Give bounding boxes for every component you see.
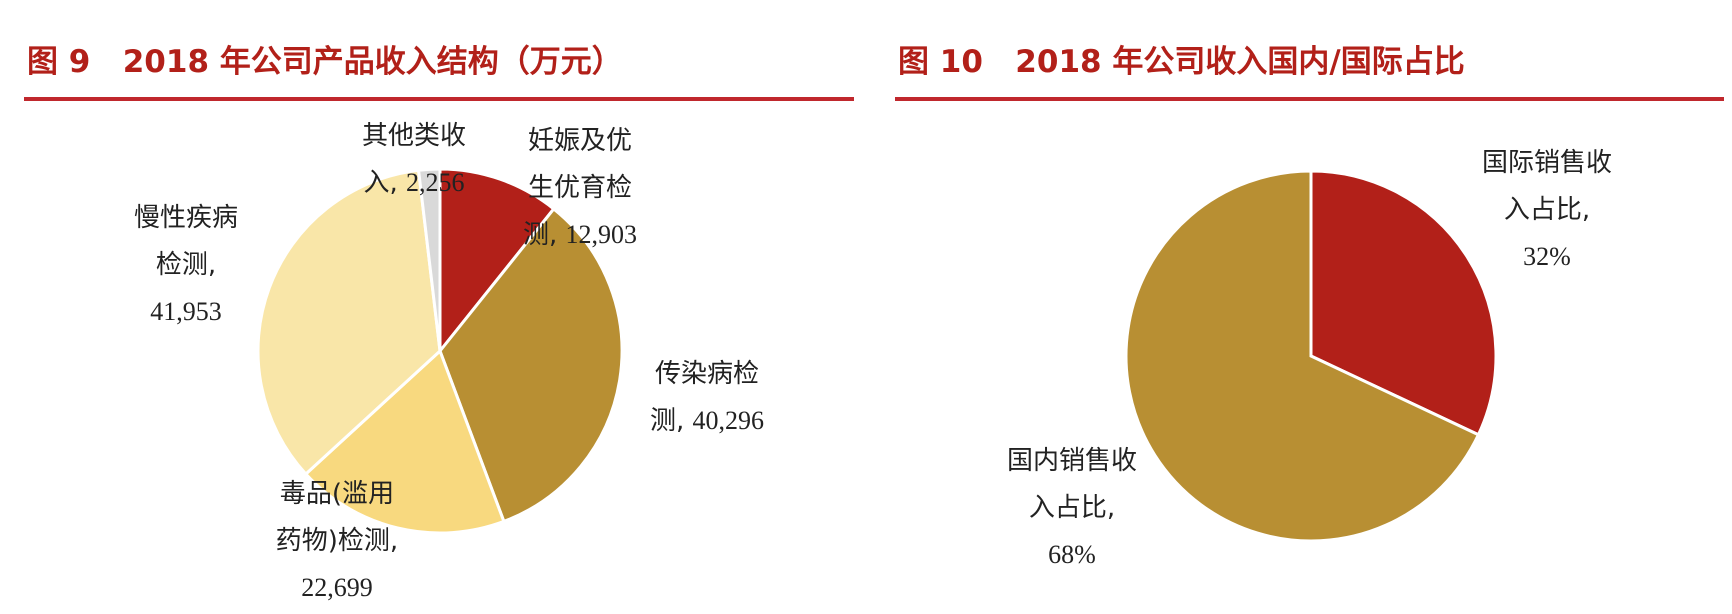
slice-label: 国际销售收入占比, 32%: [1480, 140, 1615, 280]
value-label: 32%: [1523, 241, 1571, 271]
category-label: 国际销售收入占比,: [1481, 147, 1612, 225]
category-label: 传染病检测,: [649, 359, 759, 436]
pie-slice: [256, 168, 442, 477]
title-rule: [895, 97, 1724, 101]
slice-label: 国内销售收入占比, 68%: [1005, 438, 1140, 578]
category-label: 其他类收入,: [361, 121, 466, 198]
value-label: 68%: [1048, 539, 1096, 569]
pie-slice: [1124, 169, 1481, 543]
slice-label: 传染病检测, 40,296: [645, 351, 770, 445]
value-label: 12,903: [565, 219, 638, 249]
pie-slice: [416, 167, 442, 352]
pie-slice: [303, 348, 506, 535]
pie-slice: [438, 167, 556, 356]
title-rule: [24, 97, 854, 101]
slice-label: 妊娠及优生优育检测, 12,903: [518, 118, 643, 258]
chart-title: 图 9 2018 年公司产品收入结构（万元）: [27, 44, 623, 80]
value-label: 22,699: [301, 572, 373, 602]
pie-slice: [1309, 169, 1498, 437]
pie-slice: [438, 206, 624, 524]
value-label: 2,256: [406, 168, 465, 197]
category-label: 妊娠及优生优育检测,: [522, 125, 632, 250]
value-label: 40,296: [692, 406, 765, 435]
slice-label: 慢性疾病检测, 41,953: [124, 195, 249, 335]
category-label: 慢性疾病检测,: [133, 202, 238, 280]
category-label: 国内销售收入占比,: [1006, 445, 1137, 523]
slice-label: 毒品(滥用药物)检测, 22,699: [275, 471, 400, 611]
slice-label: 其他类收入, 2,256: [352, 113, 477, 207]
category-label: 毒品(滥用药物)检测,: [275, 478, 399, 556]
chart-title: 图 10 2018 年公司收入国内/国际占比: [898, 44, 1465, 80]
value-label: 41,953: [150, 296, 222, 326]
